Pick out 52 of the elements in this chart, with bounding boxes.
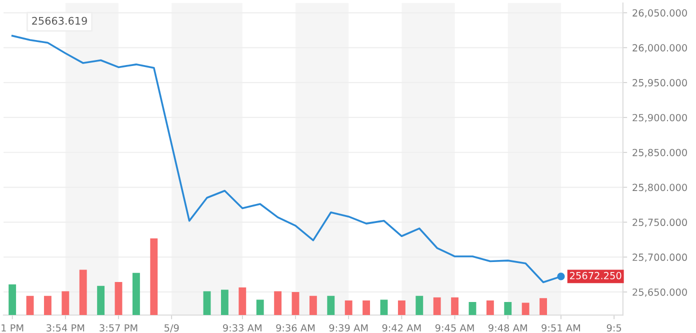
bar bbox=[8, 284, 16, 316]
x-tick-label: 9:42 AM bbox=[382, 324, 421, 332]
bar bbox=[433, 297, 441, 316]
bar bbox=[451, 297, 459, 316]
bar bbox=[150, 238, 158, 316]
y-tick-label: 25,850.000 bbox=[632, 148, 687, 158]
y-tick-label: 26,050.000 bbox=[632, 9, 687, 18]
x-tick-label: 9:45 AM bbox=[435, 324, 474, 332]
x-tick-label: 9:39 AM bbox=[329, 324, 368, 332]
bar bbox=[344, 300, 352, 316]
bar bbox=[522, 302, 530, 316]
x-tick-label: 5/9 bbox=[164, 324, 179, 332]
y-tick-label: 26,000.000 bbox=[632, 44, 687, 52]
x-tick-label: 9:48 AM bbox=[488, 324, 527, 332]
x-tick-label: 1 PM bbox=[2, 324, 24, 332]
bar bbox=[416, 296, 424, 316]
bar bbox=[540, 298, 547, 316]
bar bbox=[274, 291, 282, 316]
x-tick-label: 3:57 PM bbox=[100, 324, 138, 332]
x-tick-label: 9:51 AM bbox=[542, 324, 580, 332]
y-tick-label: 25,950.000 bbox=[632, 79, 687, 88]
bar bbox=[380, 300, 388, 316]
y-tick-label: 25,750.000 bbox=[632, 218, 687, 228]
bar bbox=[362, 300, 370, 316]
bar bbox=[203, 291, 211, 316]
y-tick-label: 25,650.000 bbox=[632, 288, 687, 297]
bar bbox=[292, 292, 300, 316]
bar bbox=[97, 286, 105, 316]
bar bbox=[309, 296, 317, 316]
bar bbox=[79, 270, 87, 316]
bar bbox=[26, 296, 34, 316]
annotation: 25663.619 bbox=[32, 16, 87, 25]
x-tick-label: 9:33 AM bbox=[223, 324, 262, 332]
x-tick-label: 9:36 AM bbox=[276, 324, 315, 332]
bar bbox=[398, 300, 406, 316]
y-tick-label: 25,900.000 bbox=[632, 114, 687, 122]
y-tick-label: 25,700.000 bbox=[632, 254, 687, 262]
bar bbox=[44, 296, 52, 316]
bar bbox=[504, 302, 512, 316]
x-tick-label: 3:54 PM bbox=[46, 324, 84, 332]
bar bbox=[486, 300, 494, 316]
bar bbox=[220, 290, 228, 316]
x-tick-label: 9:5 bbox=[606, 324, 622, 332]
y-tick-label: 25,800.000 bbox=[632, 184, 687, 192]
bar bbox=[468, 302, 476, 316]
bar bbox=[114, 282, 122, 316]
bar bbox=[238, 287, 246, 316]
bar bbox=[62, 291, 70, 316]
bar bbox=[327, 296, 335, 316]
bar bbox=[256, 300, 264, 316]
bar bbox=[132, 272, 140, 316]
data-label: 25672.250 bbox=[570, 272, 622, 280]
